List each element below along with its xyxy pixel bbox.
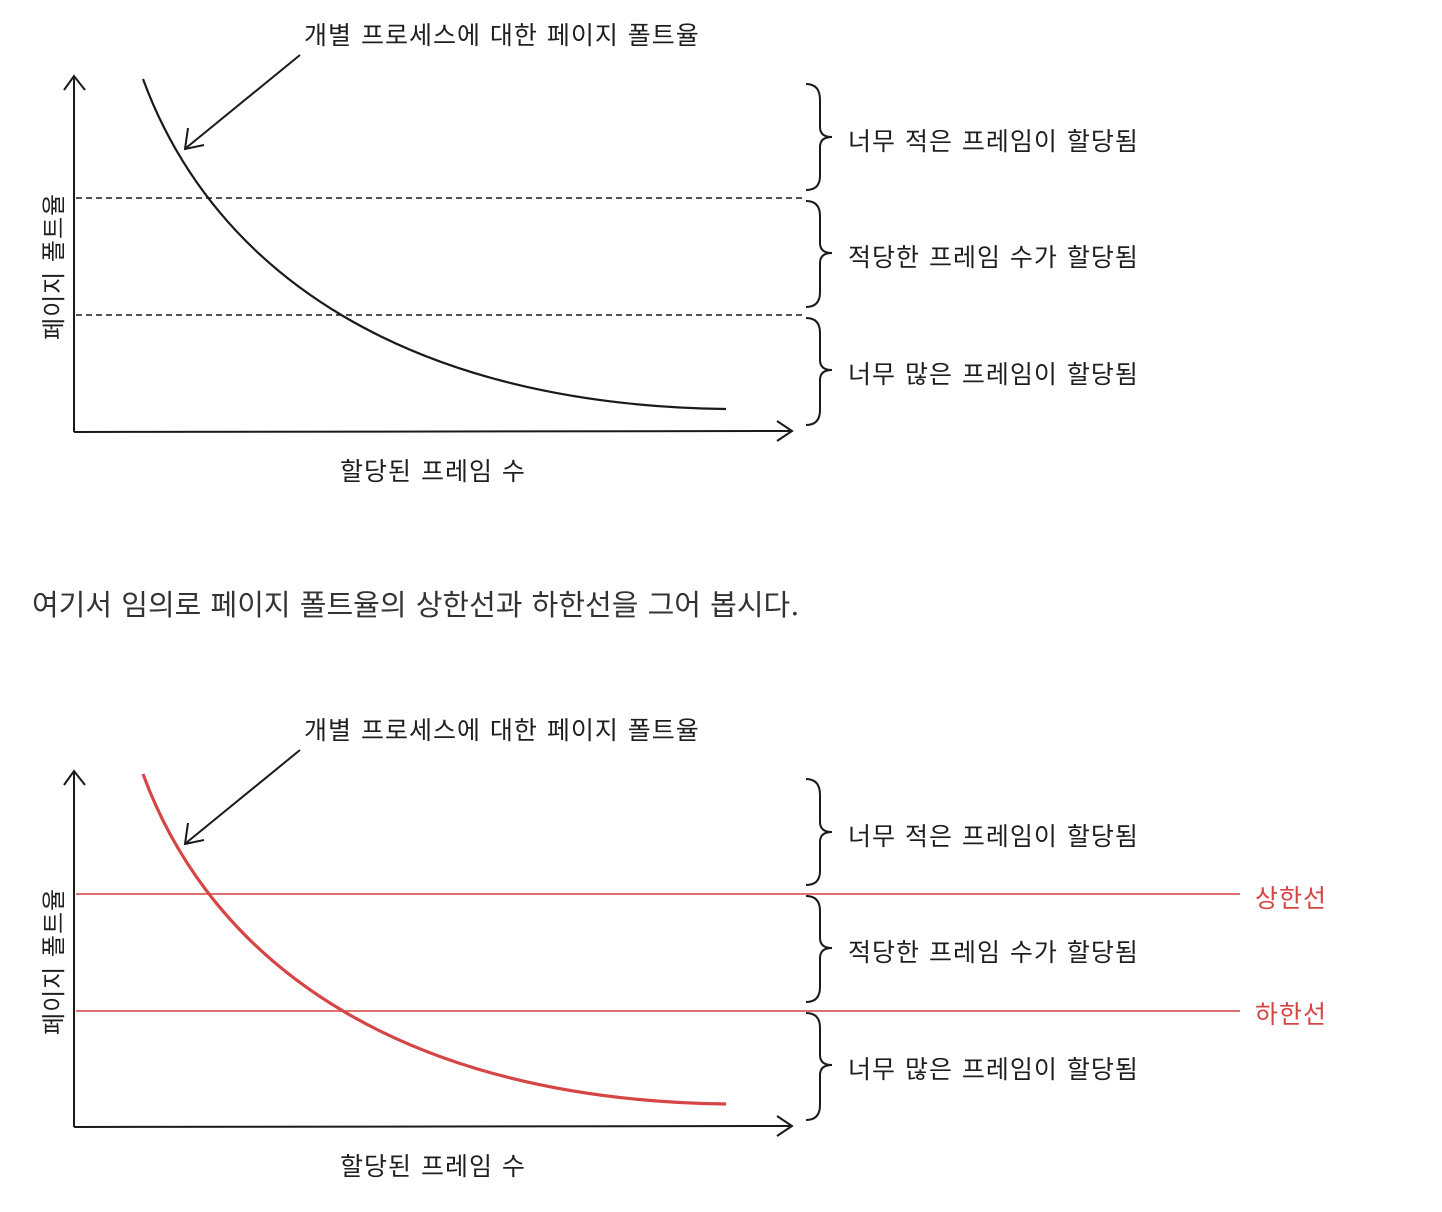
x-axis-label: 할당된 프레임 수 <box>340 1152 526 1181</box>
page-fault-curve <box>141 773 727 1106</box>
y-axis-arrowhead <box>63 74 86 91</box>
lower-limit-label: 하한선 <box>1255 1000 1328 1029</box>
page-fault-curve <box>141 78 727 411</box>
region-label-too-many: 너무 많은 프레임이 할당됨 <box>848 360 1139 389</box>
x-axis <box>73 1125 791 1128</box>
diagram-top-graphic <box>63 54 833 442</box>
region-label-appropriate: 적당한 프레임 수가 할당됨 <box>848 938 1139 967</box>
y-axis-label: 페이지 폴트율 <box>40 192 68 340</box>
x-axis-arrowhead <box>776 1115 794 1137</box>
brace-top <box>805 778 833 886</box>
x-axis-arrowhead <box>776 420 794 442</box>
region-label-too-many: 너무 많은 프레임이 할당됨 <box>848 1055 1139 1084</box>
pointer-arrow <box>185 749 301 844</box>
brace-middle <box>805 895 833 1003</box>
region-label-too-few: 너무 적은 프레임이 할당됨 <box>848 822 1139 851</box>
pointer-arrow <box>185 54 301 149</box>
region-label-too-few: 너무 적은 프레임이 할당됨 <box>848 127 1139 156</box>
x-axis-label: 할당된 프레임 수 <box>340 457 526 486</box>
y-axis-label: 페이지 폴트율 <box>40 887 68 1035</box>
diagram-bottom: 개별 프로세스에 대한 페이지 폴트율 페이지 폴트율 할당된 프레임 수 너무… <box>0 695 1442 1212</box>
caption-text: 여기서 임의로 페이지 폴트율의 상한선과 하한선을 그어 봅시다. <box>32 588 800 622</box>
brace-bottom <box>805 1012 833 1121</box>
brace-bottom <box>805 317 833 426</box>
pointer-arrowhead <box>183 127 205 151</box>
upper-limit-label: 상한선 <box>1255 884 1328 913</box>
brace-top <box>805 83 833 191</box>
curve-label: 개별 프로세스에 대한 페이지 폴트율 <box>304 716 700 745</box>
pointer-arrowhead <box>183 822 205 846</box>
region-label-appropriate: 적당한 프레임 수가 할당됨 <box>848 243 1139 272</box>
x-axis <box>73 430 791 433</box>
diagram-top: 개별 프로세스에 대한 페이지 폴트율 페이지 폴트율 할당된 프레임 수 너무… <box>0 0 1442 500</box>
diagram-bottom-graphic <box>63 749 1240 1137</box>
brace-middle <box>805 200 833 308</box>
y-axis-arrowhead <box>63 769 86 786</box>
curve-label: 개별 프로세스에 대한 페이지 폴트율 <box>304 21 700 50</box>
